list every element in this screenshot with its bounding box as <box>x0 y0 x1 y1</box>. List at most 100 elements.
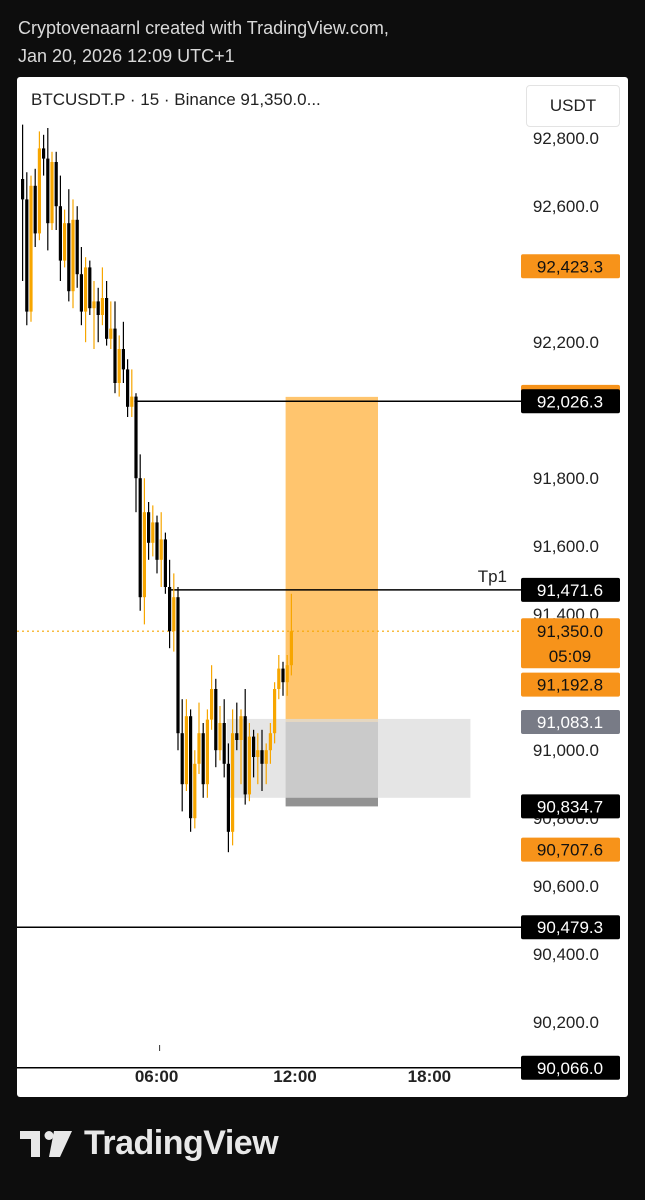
candle[interactable] <box>218 723 222 751</box>
price-tag-label: 92,423.3 <box>537 257 603 276</box>
price-tick-label: 92,200.0 <box>533 333 599 352</box>
candle[interactable] <box>50 162 54 224</box>
price-tick-label: 91,800.0 <box>533 469 599 488</box>
currency-button[interactable]: USDT <box>526 85 620 127</box>
candle[interactable] <box>184 716 188 785</box>
candle[interactable] <box>243 716 247 795</box>
candle[interactable] <box>21 179 25 200</box>
price-tick-label: 91,600.0 <box>533 537 599 556</box>
price-tick-label: 91,000.0 <box>533 741 599 760</box>
candle[interactable] <box>126 369 130 407</box>
price-tag <box>521 254 620 279</box>
candle[interactable] <box>105 298 109 339</box>
current-price-label: 91,350.0 <box>537 622 603 641</box>
price-tag <box>521 1055 620 1080</box>
candle[interactable] <box>88 267 92 309</box>
price-tag <box>521 389 620 414</box>
candle[interactable] <box>214 689 218 751</box>
chart-panel: Tp1 92,800.0 92,600.0 92,200.0 91,800.0 91,60… <box>17 77 628 1097</box>
price-tag <box>521 672 620 697</box>
candle[interactable] <box>142 512 146 598</box>
price-tag <box>521 915 620 940</box>
author-line: Cryptovenaarnl created with TradingView.… <box>18 18 389 38</box>
candle[interactable] <box>235 733 239 740</box>
price-tick-label: 92,800.0 <box>533 129 599 148</box>
tradingview-logo: TradingView <box>20 1124 279 1163</box>
price-tag-label: 91,192.8 <box>537 676 603 695</box>
tradingview-logo-text: TradingView <box>84 1124 279 1162</box>
price-tag <box>521 837 620 862</box>
candle[interactable] <box>29 185 33 312</box>
candle[interactable] <box>155 522 159 560</box>
price-tag <box>521 794 620 819</box>
candle[interactable] <box>67 223 71 292</box>
price-tick-label: 90,400.0 <box>533 945 599 964</box>
candle[interactable] <box>268 733 272 751</box>
candle[interactable] <box>260 750 264 764</box>
candle[interactable] <box>277 668 281 689</box>
candle[interactable] <box>163 539 167 587</box>
candle[interactable] <box>176 597 180 734</box>
candle[interactable] <box>71 219 75 292</box>
candle[interactable] <box>264 750 268 764</box>
candle[interactable] <box>138 478 142 598</box>
share-header: Cryptovenaarnl created with TradingView.… <box>18 14 389 70</box>
price-tag-label: 90,479.3 <box>537 918 603 937</box>
candle[interactable] <box>151 522 155 543</box>
candle[interactable] <box>79 274 83 312</box>
symbol-legend[interactable]: BTCUSDT.P · 15 · Binance 91,350.0... <box>31 90 321 109</box>
candle[interactable] <box>226 763 230 832</box>
candle[interactable] <box>42 148 46 159</box>
candle[interactable] <box>100 298 104 315</box>
candle[interactable] <box>210 689 214 720</box>
candle[interactable] <box>25 199 29 312</box>
candle[interactable] <box>113 328 117 383</box>
candle[interactable] <box>46 158 50 224</box>
tradingview-logo-icon <box>20 1130 72 1157</box>
target-zone[interactable] <box>285 396 378 722</box>
candle[interactable] <box>205 719 209 785</box>
candle[interactable] <box>289 631 293 666</box>
candle[interactable] <box>193 763 197 819</box>
time-tick-label: 06:00 <box>135 1067 178 1086</box>
candle[interactable] <box>109 328 113 339</box>
candle[interactable] <box>37 148 41 234</box>
candle[interactable] <box>201 733 205 785</box>
price-tag-label: 91,083.1 <box>537 713 603 732</box>
candle[interactable] <box>172 597 176 632</box>
price-tick-label: 90,600.0 <box>533 877 599 896</box>
candle[interactable] <box>197 733 201 764</box>
candle[interactable] <box>239 716 243 740</box>
candle[interactable] <box>281 668 285 683</box>
candle[interactable] <box>273 689 277 734</box>
candle[interactable] <box>84 267 88 312</box>
price-tag-label: 91,471.6 <box>537 581 603 600</box>
candle[interactable] <box>75 219 79 275</box>
chart-canvas[interactable]: Tp1 92,800.0 92,600.0 92,200.0 91,800.0 91,60… <box>17 77 628 1097</box>
candle[interactable] <box>121 349 125 370</box>
price-tag-label: 90,707.6 <box>537 841 603 860</box>
candle[interactable] <box>63 223 67 261</box>
candle[interactable] <box>134 396 138 479</box>
candle[interactable] <box>256 750 260 757</box>
candle[interactable] <box>180 733 184 785</box>
time-tick-label: 18:00 <box>408 1067 451 1086</box>
candle[interactable] <box>285 665 289 683</box>
candle[interactable] <box>189 716 193 819</box>
candle[interactable] <box>252 736 256 757</box>
candle[interactable] <box>54 162 58 207</box>
price-tag <box>521 709 620 734</box>
candle[interactable] <box>231 733 235 832</box>
candle[interactable] <box>130 396 134 407</box>
candle[interactable] <box>92 301 96 309</box>
candle[interactable] <box>117 349 121 383</box>
candle[interactable] <box>147 512 151 543</box>
candle[interactable] <box>159 539 163 560</box>
candle[interactable] <box>33 185 37 234</box>
candle[interactable] <box>247 736 251 795</box>
candle[interactable] <box>58 206 62 261</box>
candle[interactable] <box>222 723 226 764</box>
candle[interactable] <box>168 587 172 632</box>
current-price-tag <box>521 618 620 669</box>
candle[interactable] <box>96 301 100 315</box>
